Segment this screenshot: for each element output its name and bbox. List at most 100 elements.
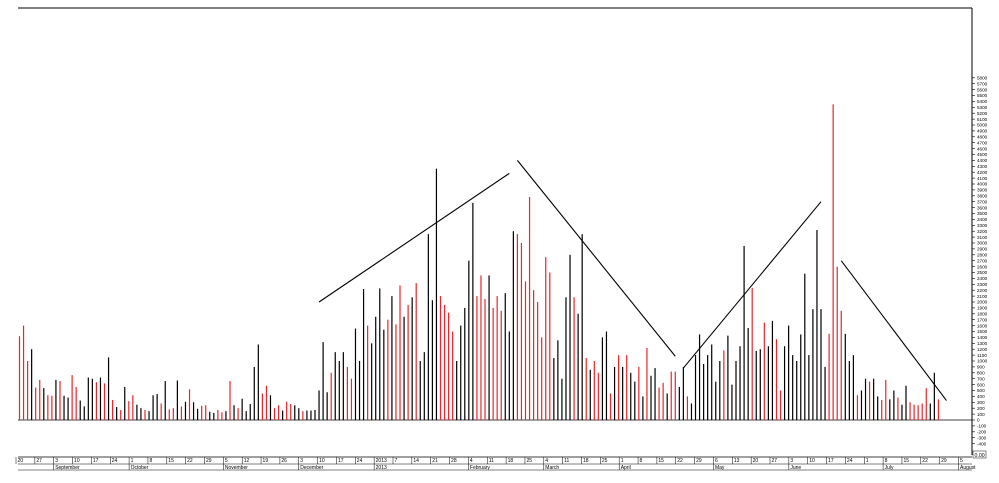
volume-bar	[735, 361, 737, 420]
volume-bar	[860, 390, 863, 420]
bars-layer	[18, 104, 939, 420]
volume-bar	[447, 312, 450, 420]
date-tick-label: 5	[225, 458, 228, 464]
volume-bar	[921, 403, 923, 420]
volume-bar	[686, 396, 689, 420]
y-tick-label: 5600	[977, 87, 988, 92]
y-tick-label: -300	[977, 435, 987, 440]
volume-bar	[597, 372, 599, 420]
x-axis: 20 27 3 10 17 24 1 8 15 22 29 5 12 19 26 3 10 17 24 2013 7 14…	[15, 456, 976, 471]
volume-bar	[634, 381, 636, 420]
y-tick-label: 1200	[977, 347, 988, 352]
volume-bar	[326, 392, 328, 420]
volume-bar	[116, 407, 118, 420]
month-label: March	[545, 465, 559, 471]
volume-bar	[67, 397, 69, 420]
volume-bar	[609, 393, 612, 420]
volume-bar	[63, 395, 65, 420]
y-tick-label: 900	[977, 365, 985, 370]
date-tick-label: 1	[866, 458, 869, 464]
volume-bar	[257, 344, 259, 420]
volume-bar	[561, 378, 563, 420]
date-tick-label: 3	[55, 458, 58, 464]
volume-bar	[314, 409, 316, 420]
volume-bar	[905, 385, 907, 420]
volume-bar	[51, 395, 53, 420]
volume-bar	[456, 361, 458, 420]
volume-bar	[71, 375, 73, 420]
y-tick-label: 5300	[977, 105, 988, 110]
date-tick-label: 27	[772, 458, 778, 464]
volume-bar	[435, 168, 438, 420]
volume-bar	[395, 324, 397, 420]
volume-bar	[31, 349, 33, 420]
volume-bar	[512, 231, 514, 420]
y-tick-label: 4900	[977, 129, 988, 134]
volume-bar	[160, 403, 162, 420]
volume-bar	[47, 395, 49, 420]
date-tick-label: 6	[715, 458, 718, 464]
volume-bar	[727, 335, 729, 420]
date-tick-label: 22	[677, 458, 683, 464]
date-tick-label: 5	[960, 458, 963, 464]
volume-bar	[362, 289, 365, 420]
date-tick-label: 24	[112, 458, 118, 464]
volume-bar	[379, 288, 381, 420]
date-tick-label: 10	[74, 458, 80, 464]
volume-bar	[468, 260, 470, 420]
month-label: July	[885, 465, 894, 471]
month-label: November	[225, 465, 248, 471]
volume-bar	[626, 355, 628, 420]
volume-bar	[136, 404, 138, 420]
y-tick-label: 300	[977, 400, 985, 405]
volume-bar	[452, 331, 454, 420]
volume-bar	[22, 325, 25, 420]
y-tick-label: 700	[977, 376, 985, 381]
volume-bar	[577, 313, 579, 420]
volume-bar	[294, 405, 296, 420]
volume-bar	[901, 404, 903, 420]
y-tick-label: 3500	[977, 211, 988, 216]
volume-bar	[812, 309, 814, 420]
volume-bar	[925, 388, 927, 420]
volume-bar	[763, 322, 765, 420]
month-label: April	[621, 465, 631, 471]
volume-bar	[427, 234, 429, 420]
date-tick-label: 21	[432, 458, 438, 464]
volume-bar	[601, 337, 604, 420]
volume-bar	[156, 394, 158, 420]
volume-bar	[330, 372, 332, 420]
volume-bar	[27, 361, 29, 420]
volume-bar	[569, 254, 571, 420]
volume-bar	[205, 405, 207, 420]
date-tick-label: 14	[413, 458, 419, 464]
volume-bar	[269, 395, 272, 420]
volume-bar	[929, 403, 931, 420]
volume-bar	[18, 336, 21, 420]
trend-line	[840, 260, 947, 401]
month-label: February	[470, 465, 491, 471]
volume-bar	[800, 334, 802, 420]
month-label: December	[300, 465, 323, 471]
volume-bar	[358, 361, 361, 420]
trend-lines-layer	[318, 160, 947, 401]
volume-bar	[581, 234, 583, 420]
y-tick-label: 0	[977, 418, 980, 423]
volume-bar	[188, 389, 191, 420]
volume-bar	[658, 387, 660, 420]
volume-bar	[79, 400, 81, 420]
date-tick-label: 29	[696, 458, 702, 464]
date-tick-label: 22	[922, 458, 928, 464]
volume-bar	[864, 378, 867, 420]
volume-bar	[703, 363, 705, 420]
volume-bar	[172, 408, 174, 420]
volume-bar	[662, 382, 664, 420]
y-tick-label: 3800	[977, 194, 988, 199]
volume-bar	[201, 405, 203, 420]
volume-bar	[233, 405, 235, 420]
y-tick-label: 2700	[977, 258, 988, 263]
y-tick-label: 2900	[977, 247, 988, 252]
volume-bar	[868, 381, 871, 420]
y-tick-label: 4600	[977, 146, 988, 151]
volume-bar	[759, 349, 761, 420]
